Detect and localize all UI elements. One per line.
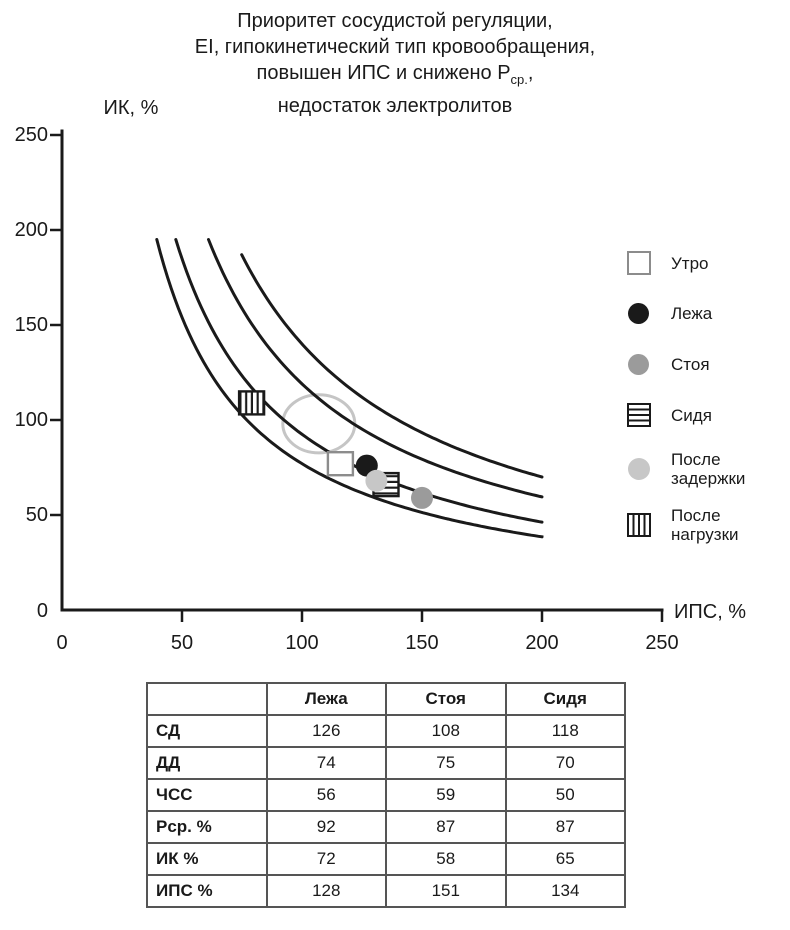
cell-ips-stoya: 151 bbox=[385, 874, 507, 908]
legend-item-sidya: Сидя bbox=[626, 389, 790, 441]
data-point-utro bbox=[326, 451, 355, 477]
legend-item-utro: Утро bbox=[626, 238, 790, 288]
cell-psr-sidya: 87 bbox=[504, 810, 626, 844]
y-tick-label-250: 250 bbox=[15, 124, 48, 146]
legend-label: Сидя bbox=[671, 405, 712, 425]
cell-ik-stoya: 58 bbox=[385, 842, 507, 876]
chart-title: Приоритет сосудистой регуляции, EI, гипо… bbox=[0, 8, 790, 119]
isoline-curve-1 bbox=[155, 238, 544, 539]
x-tick-label-0: 0 bbox=[56, 632, 67, 654]
legend-item-posle-nagruzki: После нагрузки bbox=[626, 497, 790, 553]
table-row-dd: ДД 74 75 70 bbox=[146, 746, 626, 780]
legend-label: После нагрузки bbox=[671, 506, 739, 544]
gray-circle-icon bbox=[628, 353, 649, 375]
y-tick-label-50: 50 bbox=[26, 504, 48, 526]
legend-label: Утро bbox=[671, 253, 709, 273]
row-label-dd: ДД bbox=[146, 746, 268, 780]
row-label-sd: СД bbox=[146, 714, 268, 748]
x-tick-label-50: 50 bbox=[171, 632, 193, 654]
cell-dd-lezha: 74 bbox=[265, 746, 387, 780]
cell-ips-sidya: 134 bbox=[504, 874, 626, 908]
isoline-curve-2 bbox=[174, 238, 544, 524]
x-tick-label-250: 250 bbox=[645, 632, 678, 654]
table-row-chss: ЧСС 56 59 50 bbox=[146, 778, 626, 812]
legend-label: После задержки bbox=[671, 450, 746, 488]
title-subscript: ср. bbox=[510, 72, 528, 87]
hstriped-square-icon bbox=[626, 403, 651, 427]
legend-item-posle-zaderzhki: После задержки bbox=[626, 441, 790, 497]
data-point-posle-nagruzki bbox=[237, 390, 266, 416]
col-header-sidya: Сидя bbox=[504, 682, 626, 716]
cell-dd-stoya: 75 bbox=[385, 746, 507, 780]
table-corner-cell bbox=[146, 682, 268, 716]
y-tick-label-150: 150 bbox=[15, 314, 48, 336]
axes bbox=[60, 129, 664, 612]
legend-label: Стоя bbox=[671, 354, 710, 374]
title-line-2: EI, гипокинетический тип кровообращения, bbox=[194, 36, 596, 58]
legend: Утро Лежа Стоя Сидя После задержки После… bbox=[626, 238, 790, 553]
table-header-row: Лежа Стоя Сидя bbox=[146, 682, 626, 716]
row-label-chss: ЧСС bbox=[146, 778, 268, 812]
x-axis-label: ИПС, % bbox=[674, 601, 746, 623]
table-row-sd: СД 126 108 118 bbox=[146, 714, 626, 748]
cell-psr-stoya: 87 bbox=[385, 810, 507, 844]
col-header-lezha: Лежа bbox=[265, 682, 387, 716]
x-tick-label-150: 150 bbox=[405, 632, 438, 654]
isoline-curve-3 bbox=[207, 238, 544, 499]
title-line-3: повышен ИПС и снижено Рср., bbox=[256, 62, 534, 87]
title-line-1: Приоритет сосудистой регуляции, bbox=[237, 10, 553, 32]
row-label-ips: ИПС % bbox=[146, 874, 268, 908]
vstriped-square-icon bbox=[626, 513, 651, 537]
plot-content bbox=[155, 238, 544, 539]
col-header-stoya: Стоя bbox=[385, 682, 507, 716]
table-row-ips: ИПС % 128 151 134 bbox=[146, 874, 626, 908]
y-tick-label-100: 100 bbox=[15, 409, 48, 431]
legend-label: Лежа bbox=[671, 304, 713, 323]
isoline-curve-4 bbox=[240, 253, 544, 479]
cell-sd-sidya: 118 bbox=[504, 714, 626, 748]
legend-item-lezha: Лежа bbox=[626, 288, 790, 339]
cell-psr-lezha: 92 bbox=[265, 810, 387, 844]
x-tick-label-100: 100 bbox=[285, 632, 318, 654]
cell-chss-sidya: 50 bbox=[504, 778, 626, 812]
open-square-icon bbox=[626, 251, 651, 275]
cell-chss-lezha: 56 bbox=[265, 778, 387, 812]
y-tick-label-0: 0 bbox=[37, 600, 48, 622]
lightgray-circle-icon bbox=[627, 458, 650, 480]
legend-item-stoya: Стоя bbox=[626, 339, 790, 389]
table-row-psr: Рср. % 92 87 87 bbox=[146, 810, 626, 844]
y-axis-label: ИК, % bbox=[104, 97, 159, 119]
measurements-table: Лежа Стоя Сидя СД 126 108 118 ДД 74 75 7… bbox=[146, 682, 626, 908]
row-label-ik: ИК % bbox=[146, 842, 268, 876]
cell-ips-lezha: 128 bbox=[265, 874, 387, 908]
title-line-4: недостаток электролитов bbox=[277, 95, 513, 117]
cell-ik-sidya: 65 bbox=[504, 842, 626, 876]
scatter-plot: 250 200 150 100 50 0 0 50 100 150 200 25… bbox=[15, 97, 747, 654]
cell-dd-sidya: 70 bbox=[504, 746, 626, 780]
x-tick-label-200: 200 bbox=[525, 632, 558, 654]
data-point-stoya bbox=[411, 486, 433, 509]
cell-chss-stoya: 59 bbox=[385, 778, 507, 812]
data-point-posle-zaderzhki bbox=[365, 469, 388, 492]
cell-ik-lezha: 72 bbox=[265, 842, 387, 876]
black-circle-icon bbox=[628, 303, 649, 324]
table-row-ik: ИК % 72 58 65 bbox=[146, 842, 626, 876]
y-tick-label-200: 200 bbox=[15, 219, 48, 241]
row-label-psr: Рср. % bbox=[146, 810, 268, 844]
cell-sd-lezha: 126 bbox=[265, 714, 387, 748]
cell-sd-stoya: 108 bbox=[385, 714, 507, 748]
